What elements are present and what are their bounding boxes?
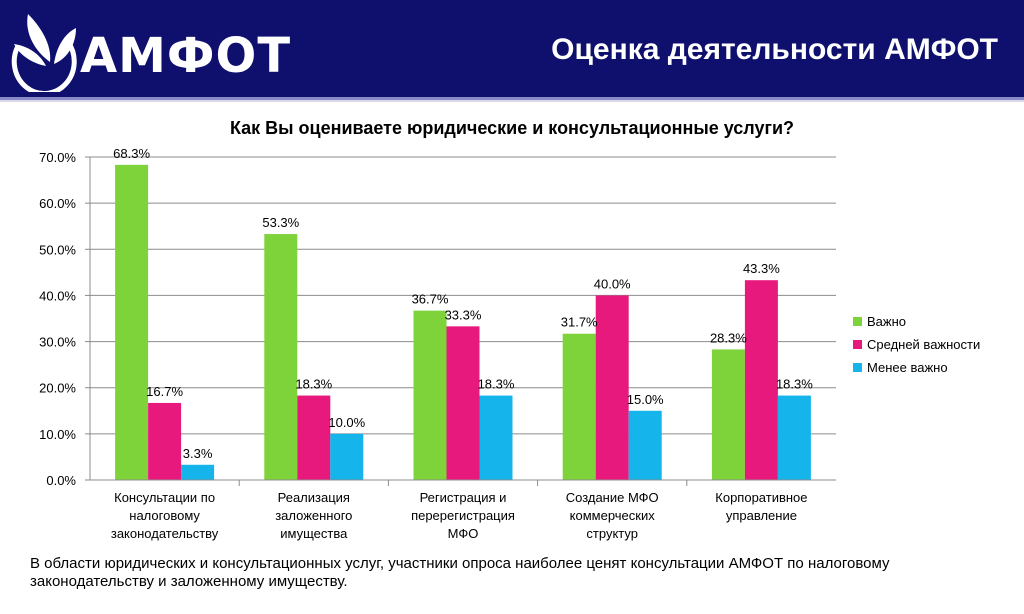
x-tick-label-line: налоговому [129, 508, 200, 523]
x-tick-label-line: Регистрация и [420, 490, 507, 505]
data-label: 31.7% [561, 315, 598, 330]
x-tick-label: Корпоративное управление [715, 490, 807, 523]
legend-swatch [853, 340, 862, 349]
y-tick-label: 20.0% [39, 381, 76, 396]
y-tick-label: 40.0% [39, 288, 76, 303]
logo-text: АМФОТ [80, 28, 292, 84]
y-tick-label: 10.0% [39, 427, 76, 442]
header-divider-light [0, 100, 1024, 102]
bar [181, 464, 215, 480]
data-label: 18.3% [478, 377, 515, 392]
data-label: 18.3% [295, 377, 332, 392]
data-label: 36.7% [412, 292, 449, 307]
page-title: Оценка деятельности АМФОТ [551, 33, 998, 66]
x-tick-label-line: перерегистрация [411, 508, 515, 523]
data-label: 53.3% [262, 215, 299, 230]
x-tick-label-line: имущества [280, 526, 348, 541]
legend-swatch [853, 317, 862, 326]
y-tick-label: 50.0% [39, 242, 76, 257]
bar [711, 349, 745, 480]
x-tick-label-line: Реализация [278, 490, 350, 505]
bar [595, 295, 629, 480]
data-label: 18.3% [776, 377, 813, 392]
bar [628, 410, 662, 480]
bar-chart: 0.0% 10.0% 20.0% 30.0% 40.0% 50.0% 60.0% 70.0% К… [39, 146, 980, 541]
x-tick-label: Реализация заложенного имущества [275, 490, 352, 541]
bar [264, 234, 298, 480]
chart-title: Как Вы оцениваете юридические и консульт… [229, 118, 795, 138]
data-label: 3.3% [183, 446, 213, 461]
data-label: 33.3% [445, 307, 482, 322]
x-tick-label-line: коммерческих [570, 508, 656, 523]
x-tick-label: Регистрация и перерегистрация МФО [411, 490, 515, 541]
data-label: 40.0% [594, 276, 631, 291]
data-label: 15.0% [627, 392, 664, 407]
x-tick-label-line: заложенного [275, 508, 352, 523]
data-label: 43.3% [743, 261, 780, 276]
bar [413, 310, 447, 480]
logo-leaf-icon [54, 28, 76, 64]
data-label: 10.0% [328, 415, 365, 430]
amfot-logo [11, 14, 77, 92]
y-tick-label: 70.0% [39, 150, 76, 165]
bar [479, 395, 513, 480]
legend-swatch [853, 363, 862, 372]
bar [562, 333, 596, 480]
header-bar: АМФОТ Оценка деятельности АМФОТ [0, 0, 1024, 97]
legend-label: Менее важно [867, 360, 948, 375]
x-tick-label-line: управление [726, 508, 797, 523]
x-tick-label-line: Корпоративное [715, 490, 807, 505]
bar [115, 164, 149, 480]
legend-label: Средней важности [867, 337, 980, 352]
data-labels: 68.3% 16.7% 3.3% 53.3% 18.3% 10.0% 36.7%33.3% 1… [113, 146, 813, 461]
logo-leaf-icon [14, 44, 46, 66]
bar [744, 280, 778, 480]
axes: 0.0% 10.0% 20.0% 30.0% 40.0% 50.0% 60.0% 70.0% К… [39, 150, 836, 541]
bars [115, 164, 811, 480]
x-tick-label: Консультации по налоговому законодательств… [111, 490, 219, 541]
x-tick-label-line: Консультации по [114, 490, 215, 505]
x-tick-label-line: законодательству [111, 526, 219, 541]
x-tick-label-line: МФО [448, 526, 479, 541]
legend: Важно Средней важности Менее важно [853, 314, 980, 375]
bar [330, 433, 364, 480]
data-label: 28.3% [710, 330, 747, 345]
bar [446, 326, 480, 480]
x-tick-label-line: Создание МФО [566, 490, 659, 505]
header-divider [0, 97, 1024, 100]
y-tick-label: 60.0% [39, 196, 76, 211]
logo-ring-icon [11, 40, 77, 92]
logo-leaf-icon [27, 14, 51, 62]
x-tick-label-line: структур [586, 526, 638, 541]
bar [777, 395, 811, 480]
y-tick-label: 0.0% [46, 473, 76, 488]
bar [148, 402, 182, 480]
data-label: 68.3% [113, 146, 150, 161]
x-tick-label: Создание МФО коммерческих структур [566, 490, 659, 541]
data-label: 16.7% [146, 384, 183, 399]
summary-caption: В области юридических и консультационных… [30, 555, 890, 590]
bar [297, 395, 331, 480]
legend-label: Важно [867, 314, 906, 329]
y-tick-label: 30.0% [39, 335, 76, 350]
